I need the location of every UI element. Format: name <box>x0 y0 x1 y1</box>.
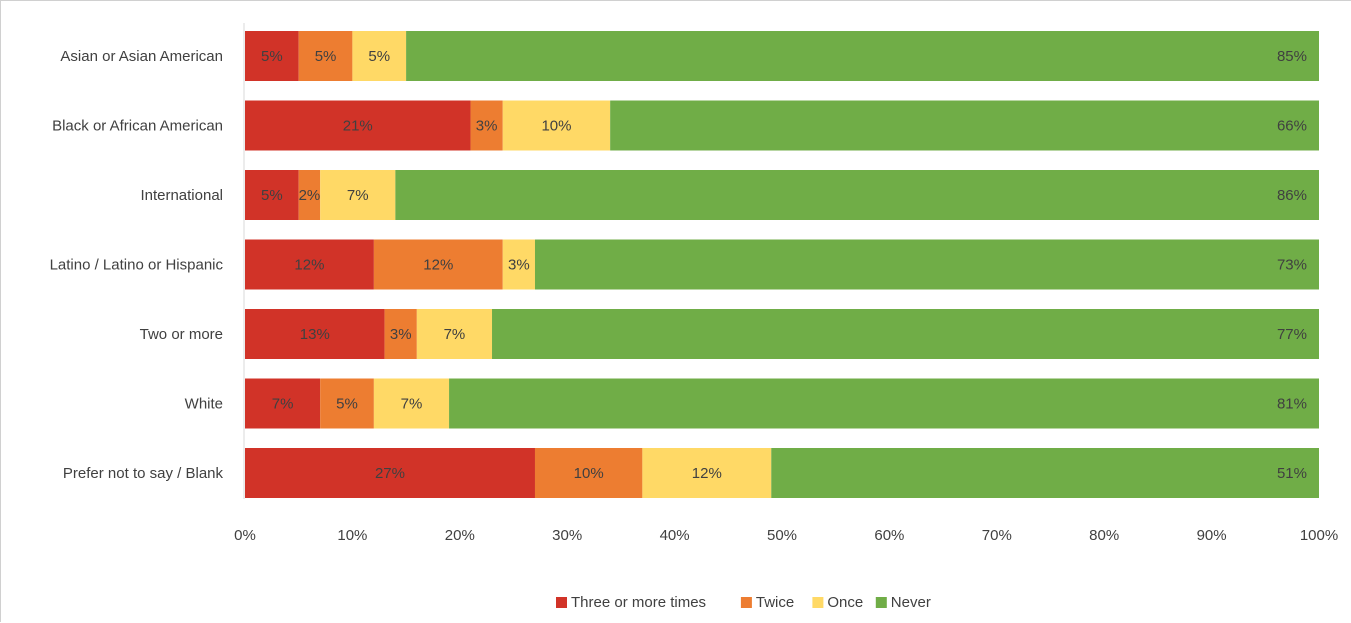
data-label: 5% <box>261 48 283 65</box>
data-label: 12% <box>294 257 324 274</box>
legend: Three or more times Twice Once Never <box>556 594 931 611</box>
x-tick-label: 100% <box>1300 527 1338 544</box>
data-label: 7% <box>444 326 466 343</box>
data-label: 5% <box>336 396 358 413</box>
bar-segment <box>298 31 353 81</box>
legend-label: Twice <box>756 594 794 611</box>
category-label: Two or more <box>140 326 223 343</box>
bar-segment <box>406 31 1320 81</box>
data-label: 21% <box>343 118 373 135</box>
bar-segment <box>534 448 643 498</box>
bar-segment <box>502 239 535 290</box>
data-label: 3% <box>476 118 498 135</box>
bar-segment <box>771 448 1319 498</box>
category-label: International <box>140 187 223 204</box>
data-label: 10% <box>574 465 604 482</box>
data-label: 86% <box>1277 187 1307 204</box>
category-label: Latino / Latino or Hispanic <box>50 257 224 274</box>
category-labels: Asian or Asian American Black or African … <box>50 48 224 482</box>
bar-segment <box>245 170 299 220</box>
bar-segment <box>492 309 1319 359</box>
bar-segment <box>245 31 299 81</box>
x-tick-label: 0% <box>234 527 256 544</box>
data-label: 73% <box>1277 257 1307 274</box>
data-label: 2% <box>299 187 321 204</box>
x-tick-label: 40% <box>660 527 690 544</box>
bar-segment <box>534 239 1319 290</box>
data-label: 81% <box>1277 396 1307 413</box>
legend-swatch <box>812 597 824 608</box>
category-label: White <box>185 396 223 413</box>
legend-swatch <box>556 597 567 608</box>
data-label: 51% <box>1277 465 1307 482</box>
bar-segment <box>416 309 493 359</box>
data-label: 10% <box>541 118 571 135</box>
bar-segment <box>320 378 374 429</box>
legend-swatch <box>875 597 887 608</box>
data-label: 5% <box>315 48 337 65</box>
bar-segment <box>610 100 1319 151</box>
bar-segment <box>449 378 1319 429</box>
x-tick-label: 30% <box>552 527 582 544</box>
data-label: 27% <box>375 465 405 482</box>
bar-segment <box>373 378 450 429</box>
bar-segment <box>373 239 503 290</box>
bar-segment <box>298 170 321 220</box>
category-label: Asian or Asian American <box>60 48 223 65</box>
bar-segment <box>245 100 471 151</box>
data-label: 3% <box>390 326 412 343</box>
x-tick-label: 20% <box>445 527 475 544</box>
bar-segment <box>352 31 407 81</box>
bar-segment <box>470 100 503 151</box>
x-tick-label: 70% <box>982 527 1012 544</box>
data-label: 5% <box>368 48 390 65</box>
data-label: 12% <box>423 257 453 274</box>
legend-label: Never <box>891 594 931 611</box>
bar-segment <box>245 448 535 498</box>
legend-swatch <box>740 597 752 608</box>
x-tick-label: 80% <box>1089 527 1119 544</box>
x-axis-tick-labels: 0% 10% 20% 30% 40% 50% 60% 70% 80% 90% 100% <box>234 527 1338 544</box>
data-label: 85% <box>1277 48 1307 65</box>
bar-segment <box>502 100 611 151</box>
data-label: 13% <box>300 326 330 343</box>
bar-segment <box>320 170 396 220</box>
data-label: 7% <box>347 187 369 204</box>
bars-group: 5% 5% 5% 85% 21% 3% 10% 66% 5% 2% 7% 86% 12% 12% 3% 73%… <box>245 31 1320 498</box>
data-label: 66% <box>1277 118 1307 135</box>
x-tick-label: 50% <box>767 527 797 544</box>
x-tick-label: 10% <box>337 527 367 544</box>
bar-segment <box>384 309 417 359</box>
bar-segment <box>642 448 772 498</box>
bar-segment <box>245 378 321 429</box>
x-tick-label: 90% <box>1197 527 1227 544</box>
legend-label: Once <box>827 594 863 611</box>
category-label: Black or African American <box>52 118 223 135</box>
data-label: 3% <box>508 257 530 274</box>
bar-segment <box>245 309 385 359</box>
bar-segment <box>395 170 1319 220</box>
category-label: Prefer not to say / Blank <box>63 465 224 482</box>
bar-segment <box>245 239 374 290</box>
legend-label: Three or more times <box>571 594 706 611</box>
data-label: 5% <box>261 187 283 204</box>
data-label: 7% <box>272 396 294 413</box>
data-label: 12% <box>692 465 722 482</box>
data-label: 7% <box>401 396 423 413</box>
x-tick-label: 60% <box>874 527 904 544</box>
data-label: 77% <box>1277 326 1307 343</box>
